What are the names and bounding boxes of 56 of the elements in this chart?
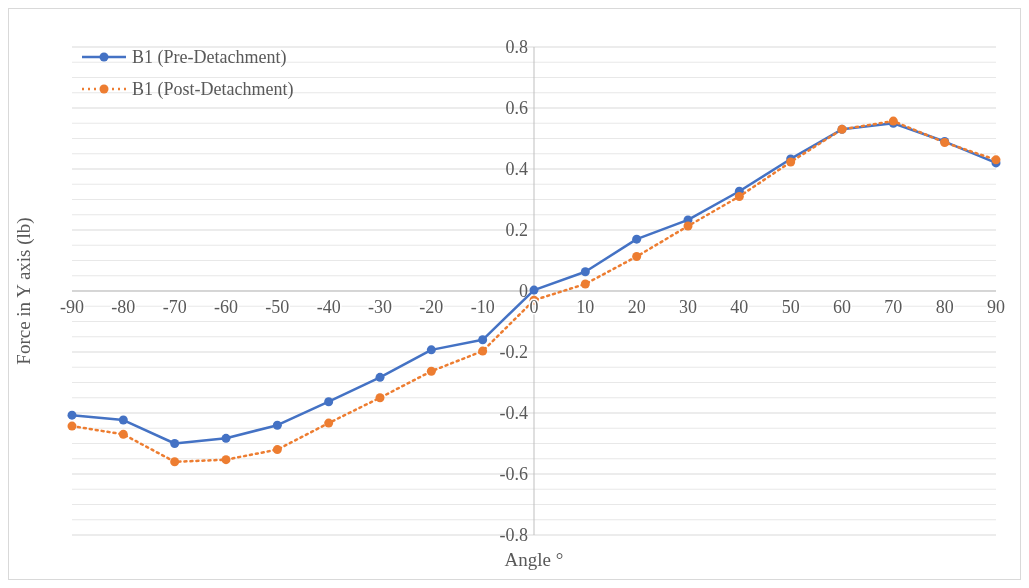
y-tick-label: 0.8 xyxy=(505,37,528,58)
point xyxy=(478,335,488,345)
x-tick-label: -10 xyxy=(470,297,495,317)
y-tick-label: -0.8 xyxy=(499,525,528,546)
point xyxy=(272,445,282,455)
x-tick-label: 20 xyxy=(627,297,646,317)
point xyxy=(375,372,385,382)
point xyxy=(632,252,642,262)
point xyxy=(478,346,488,356)
x-tick-label: -40 xyxy=(316,297,341,317)
point xyxy=(221,455,231,465)
x-tick-label: 50 xyxy=(781,297,800,317)
x-tick-label: -70 xyxy=(162,297,187,317)
x-tick-label: 40 xyxy=(730,297,749,317)
point xyxy=(324,418,334,428)
point xyxy=(580,279,590,289)
legend-label: B1 (Pre-Detachment) xyxy=(132,47,287,69)
x-tick-label: -80 xyxy=(111,297,136,317)
x-tick-label: 30 xyxy=(679,297,697,317)
point xyxy=(170,457,180,467)
point xyxy=(426,366,436,376)
point xyxy=(324,397,334,407)
y-tick-label: -0.4 xyxy=(499,403,528,424)
x-axis-title: Angle ° xyxy=(504,549,564,570)
point xyxy=(170,439,180,448)
x-tick-label: -20 xyxy=(419,297,444,317)
x-tick-label: 60 xyxy=(833,297,851,317)
y-tick-label: 0 xyxy=(519,281,528,302)
y-tick-label: -0.6 xyxy=(499,464,528,485)
legend-label: B1 (Post-Detachment) xyxy=(132,79,294,101)
point xyxy=(632,234,642,244)
point xyxy=(734,191,744,201)
point xyxy=(67,410,77,420)
y-tick-label: 0.2 xyxy=(505,220,528,241)
x-tick-label: 10 xyxy=(576,297,595,317)
y-tick-label: -0.2 xyxy=(499,342,528,363)
point xyxy=(272,420,282,430)
point xyxy=(580,267,590,277)
x-tick-label: 90 xyxy=(987,297,1005,317)
x-tick-label: -90 xyxy=(60,297,84,317)
point xyxy=(221,433,231,443)
x-tick-label: 70 xyxy=(884,297,903,317)
x-tick-label: -30 xyxy=(368,297,392,317)
point xyxy=(683,221,693,231)
point xyxy=(375,393,385,403)
y-tick-label: 0.4 xyxy=(505,159,528,180)
point xyxy=(529,285,539,295)
point xyxy=(67,421,77,431)
x-tick-label: -60 xyxy=(214,297,238,317)
point xyxy=(118,429,128,439)
point xyxy=(426,345,436,355)
x-tick-label: -50 xyxy=(265,297,290,317)
x-tick-label: 80 xyxy=(935,297,954,317)
y-tick-label: 0.6 xyxy=(505,98,528,119)
y-axis-title: Force in Y axis (lb) xyxy=(13,217,35,365)
point xyxy=(118,415,128,425)
